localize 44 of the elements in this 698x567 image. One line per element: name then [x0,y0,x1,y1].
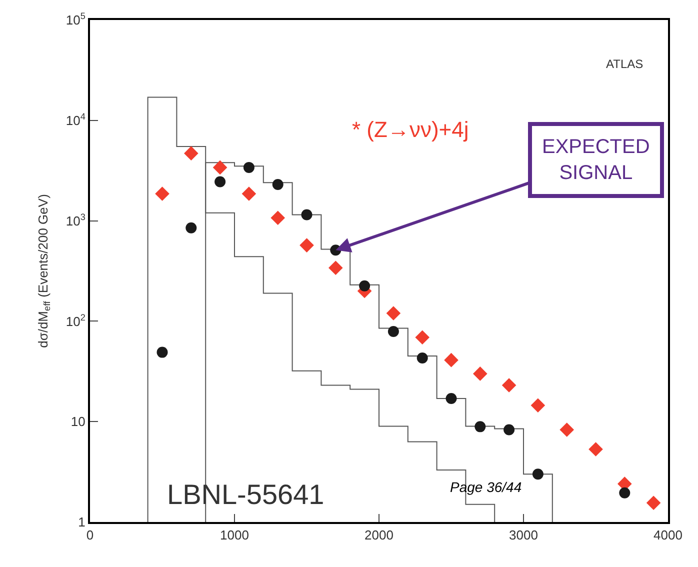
point [530,398,546,413]
x-tick-label: 4000 [654,528,682,543]
point [301,209,312,220]
point [214,176,226,188]
point [270,210,285,225]
annotation: ATLAS [606,57,644,71]
point [186,222,197,234]
point [560,422,574,437]
point [272,178,284,190]
y-tick-label: 10$^{5}$ [66,11,86,28]
point [388,326,399,337]
point [473,366,488,381]
y-tick-label: 10$^{4}$ [66,111,86,128]
x-tick-label: 0 [86,528,94,543]
y-tick-label: 10$^{3}$ [66,212,86,228]
point [646,496,661,510]
point [386,306,401,320]
point [446,392,457,404]
y-tick-label: 1 [78,514,86,530]
point [155,186,170,201]
point [474,421,486,432]
x-tick-label: 3000 [509,528,538,543]
point [416,352,428,364]
point [184,146,198,160]
point [359,280,370,292]
point [415,330,430,345]
annotation: * (Z→νν)+4j [352,117,469,142]
point [212,160,228,175]
x-tick-label: 2000 [364,528,394,543]
point [156,346,168,358]
y-tick-label: 10$^{2}$ [66,312,86,329]
point [619,487,630,498]
point [504,424,515,436]
point [242,186,256,201]
point [328,260,343,275]
point [243,162,254,173]
x-tick-label: 1000 [220,528,249,543]
point [444,352,458,368]
point [300,238,314,252]
annotation: EXPECTED SIGNAL [542,136,650,184]
point [588,442,603,456]
point [502,378,516,392]
y-tick-label: 10 [70,414,86,430]
point [532,468,544,480]
